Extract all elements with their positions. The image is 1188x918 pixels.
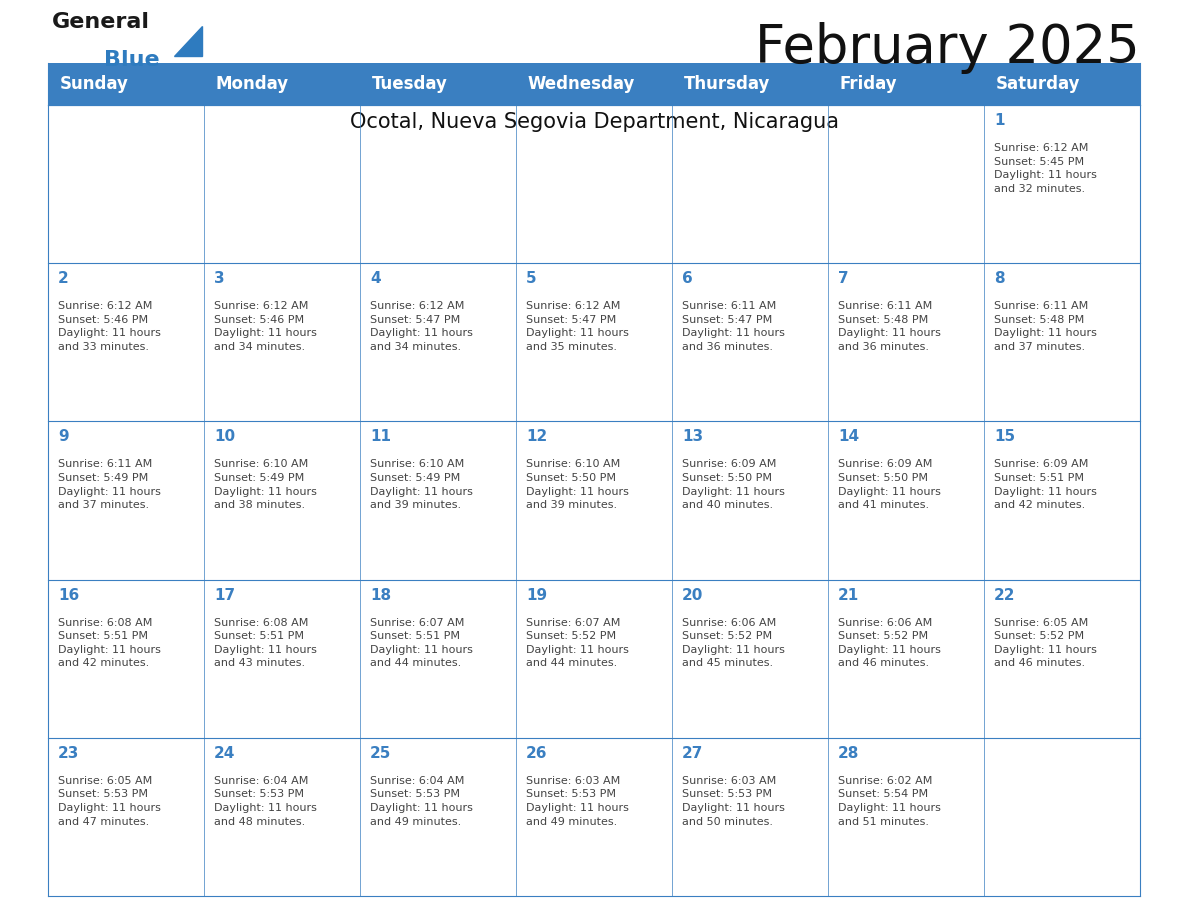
Text: Sunrise: 6:07 AM
Sunset: 5:51 PM
Daylight: 11 hours
and 44 minutes.: Sunrise: 6:07 AM Sunset: 5:51 PM Dayligh… (369, 618, 473, 668)
Text: Sunrise: 6:12 AM
Sunset: 5:46 PM
Daylight: 11 hours
and 33 minutes.: Sunrise: 6:12 AM Sunset: 5:46 PM Dayligh… (58, 301, 160, 352)
Text: Sunrise: 6:12 AM
Sunset: 5:47 PM
Daylight: 11 hours
and 34 minutes.: Sunrise: 6:12 AM Sunset: 5:47 PM Dayligh… (369, 301, 473, 352)
Text: 22: 22 (994, 588, 1016, 602)
Text: Sunrise: 6:11 AM
Sunset: 5:48 PM
Daylight: 11 hours
and 36 minutes.: Sunrise: 6:11 AM Sunset: 5:48 PM Dayligh… (838, 301, 941, 352)
Text: 3: 3 (214, 271, 225, 286)
Text: 6: 6 (682, 271, 693, 286)
Text: 25: 25 (369, 745, 391, 761)
Text: Sunrise: 6:12 AM
Sunset: 5:46 PM
Daylight: 11 hours
and 34 minutes.: Sunrise: 6:12 AM Sunset: 5:46 PM Dayligh… (214, 301, 317, 352)
Text: 8: 8 (994, 271, 1005, 286)
Text: Sunrise: 6:12 AM
Sunset: 5:45 PM
Daylight: 11 hours
and 32 minutes.: Sunrise: 6:12 AM Sunset: 5:45 PM Dayligh… (994, 143, 1097, 194)
Text: Saturday: Saturday (996, 75, 1081, 93)
Text: Sunrise: 6:06 AM
Sunset: 5:52 PM
Daylight: 11 hours
and 46 minutes.: Sunrise: 6:06 AM Sunset: 5:52 PM Dayligh… (838, 618, 941, 668)
Text: 5: 5 (526, 271, 537, 286)
Polygon shape (173, 26, 202, 56)
Text: February 2025: February 2025 (756, 22, 1140, 74)
Text: Sunrise: 6:12 AM
Sunset: 5:47 PM
Daylight: 11 hours
and 35 minutes.: Sunrise: 6:12 AM Sunset: 5:47 PM Dayligh… (526, 301, 628, 352)
Text: 27: 27 (682, 745, 703, 761)
Text: 13: 13 (682, 430, 703, 444)
Text: 23: 23 (58, 745, 80, 761)
Text: 1: 1 (994, 113, 1005, 128)
Text: 20: 20 (682, 588, 703, 602)
Text: 21: 21 (838, 588, 859, 602)
Text: 28: 28 (838, 745, 859, 761)
Text: 10: 10 (214, 430, 235, 444)
Text: Sunrise: 6:08 AM
Sunset: 5:51 PM
Daylight: 11 hours
and 43 minutes.: Sunrise: 6:08 AM Sunset: 5:51 PM Dayligh… (214, 618, 317, 668)
Text: 7: 7 (838, 271, 848, 286)
Text: Sunrise: 6:11 AM
Sunset: 5:48 PM
Daylight: 11 hours
and 37 minutes.: Sunrise: 6:11 AM Sunset: 5:48 PM Dayligh… (994, 301, 1097, 352)
Text: Friday: Friday (840, 75, 898, 93)
Text: 4: 4 (369, 271, 380, 286)
Text: Monday: Monday (216, 75, 289, 93)
Text: Sunrise: 6:09 AM
Sunset: 5:50 PM
Daylight: 11 hours
and 40 minutes.: Sunrise: 6:09 AM Sunset: 5:50 PM Dayligh… (682, 459, 785, 510)
Text: Thursday: Thursday (684, 75, 770, 93)
Text: Sunrise: 6:07 AM
Sunset: 5:52 PM
Daylight: 11 hours
and 44 minutes.: Sunrise: 6:07 AM Sunset: 5:52 PM Dayligh… (526, 618, 628, 668)
Text: Sunrise: 6:11 AM
Sunset: 5:47 PM
Daylight: 11 hours
and 36 minutes.: Sunrise: 6:11 AM Sunset: 5:47 PM Dayligh… (682, 301, 785, 352)
Text: Sunrise: 6:05 AM
Sunset: 5:52 PM
Daylight: 11 hours
and 46 minutes.: Sunrise: 6:05 AM Sunset: 5:52 PM Dayligh… (994, 618, 1097, 668)
Text: Sunrise: 6:06 AM
Sunset: 5:52 PM
Daylight: 11 hours
and 45 minutes.: Sunrise: 6:06 AM Sunset: 5:52 PM Dayligh… (682, 618, 785, 668)
Text: 12: 12 (526, 430, 548, 444)
Text: 18: 18 (369, 588, 391, 602)
Text: 9: 9 (58, 430, 69, 444)
Bar (48, 63, 1140, 105)
Text: Sunday: Sunday (61, 75, 128, 93)
Text: Sunrise: 6:09 AM
Sunset: 5:51 PM
Daylight: 11 hours
and 42 minutes.: Sunrise: 6:09 AM Sunset: 5:51 PM Dayligh… (994, 459, 1097, 510)
Text: 17: 17 (214, 588, 235, 602)
Text: Sunrise: 6:04 AM
Sunset: 5:53 PM
Daylight: 11 hours
and 49 minutes.: Sunrise: 6:04 AM Sunset: 5:53 PM Dayligh… (369, 776, 473, 826)
Text: 24: 24 (214, 745, 235, 761)
Text: Sunrise: 6:02 AM
Sunset: 5:54 PM
Daylight: 11 hours
and 51 minutes.: Sunrise: 6:02 AM Sunset: 5:54 PM Dayligh… (838, 776, 941, 826)
Text: 11: 11 (369, 430, 391, 444)
Text: Sunrise: 6:03 AM
Sunset: 5:53 PM
Daylight: 11 hours
and 49 minutes.: Sunrise: 6:03 AM Sunset: 5:53 PM Dayligh… (526, 776, 628, 826)
Text: 19: 19 (526, 588, 548, 602)
Text: Sunrise: 6:08 AM
Sunset: 5:51 PM
Daylight: 11 hours
and 42 minutes.: Sunrise: 6:08 AM Sunset: 5:51 PM Dayligh… (58, 618, 160, 668)
Text: Sunrise: 6:10 AM
Sunset: 5:49 PM
Daylight: 11 hours
and 38 minutes.: Sunrise: 6:10 AM Sunset: 5:49 PM Dayligh… (214, 459, 317, 510)
Text: 15: 15 (994, 430, 1015, 444)
Text: Sunrise: 6:11 AM
Sunset: 5:49 PM
Daylight: 11 hours
and 37 minutes.: Sunrise: 6:11 AM Sunset: 5:49 PM Dayligh… (58, 459, 160, 510)
Text: Sunrise: 6:10 AM
Sunset: 5:49 PM
Daylight: 11 hours
and 39 minutes.: Sunrise: 6:10 AM Sunset: 5:49 PM Dayligh… (369, 459, 473, 510)
Text: Sunrise: 6:04 AM
Sunset: 5:53 PM
Daylight: 11 hours
and 48 minutes.: Sunrise: 6:04 AM Sunset: 5:53 PM Dayligh… (214, 776, 317, 826)
Text: Sunrise: 6:09 AM
Sunset: 5:50 PM
Daylight: 11 hours
and 41 minutes.: Sunrise: 6:09 AM Sunset: 5:50 PM Dayligh… (838, 459, 941, 510)
Text: Sunrise: 6:03 AM
Sunset: 5:53 PM
Daylight: 11 hours
and 50 minutes.: Sunrise: 6:03 AM Sunset: 5:53 PM Dayligh… (682, 776, 785, 826)
Text: Blue: Blue (105, 50, 159, 70)
Text: 16: 16 (58, 588, 80, 602)
Text: 2: 2 (58, 271, 69, 286)
Text: 14: 14 (838, 430, 859, 444)
Text: Sunrise: 6:05 AM
Sunset: 5:53 PM
Daylight: 11 hours
and 47 minutes.: Sunrise: 6:05 AM Sunset: 5:53 PM Dayligh… (58, 776, 160, 826)
Text: Wednesday: Wednesday (527, 75, 636, 93)
Text: Tuesday: Tuesday (372, 75, 448, 93)
Text: Ocotal, Nueva Segovia Department, Nicaragua: Ocotal, Nueva Segovia Department, Nicara… (349, 112, 839, 132)
Text: 26: 26 (526, 745, 548, 761)
Text: Sunrise: 6:10 AM
Sunset: 5:50 PM
Daylight: 11 hours
and 39 minutes.: Sunrise: 6:10 AM Sunset: 5:50 PM Dayligh… (526, 459, 628, 510)
Text: General: General (52, 12, 150, 32)
